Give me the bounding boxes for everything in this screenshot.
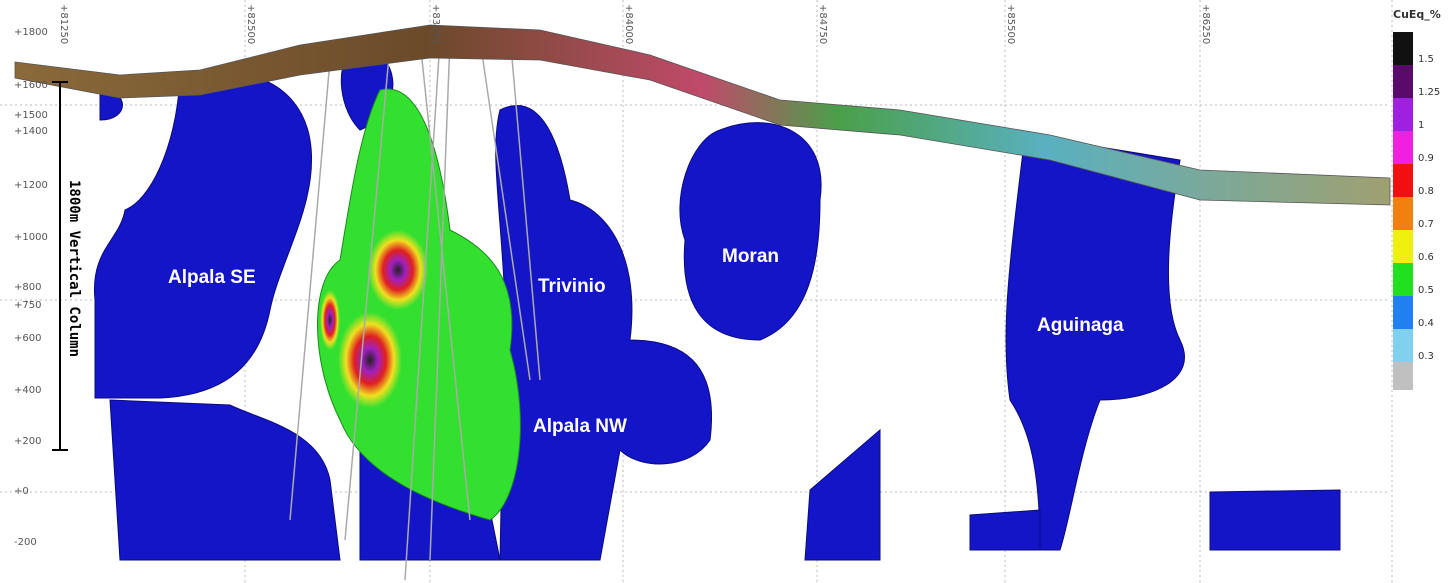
legend-swatch — [1393, 131, 1413, 164]
legend: 1.5 1.25 1 0.9 0.8 0.7 0.6 0.5 0.4 0.3 — [1393, 32, 1440, 390]
elevation-label: +1600 — [14, 80, 48, 91]
legend-title: CuEq_% — [1393, 8, 1441, 21]
grade-shells — [93, 48, 1341, 561]
target-label: Aguinaga — [1037, 315, 1124, 336]
legend-swatch — [1393, 230, 1413, 263]
easting-label: +85500 — [1005, 4, 1016, 44]
legend-swatch — [1393, 164, 1413, 197]
legend-label: 0.7 — [1418, 219, 1434, 230]
elevation-label: +800 — [14, 282, 41, 293]
core — [368, 230, 428, 310]
topography — [14, 24, 1391, 206]
elevation-label: +200 — [14, 436, 41, 447]
target-labels: Alpala SE Trivinio Moran Alpala NW Aguinaga — [168, 246, 1124, 437]
core — [338, 312, 402, 408]
legend-label: 1.5 — [1418, 54, 1434, 65]
elevation-label: +600 — [14, 333, 41, 344]
elevation-label: -200 — [14, 537, 37, 548]
legend-label: 0.9 — [1418, 153, 1434, 164]
legend-swatch — [1393, 296, 1413, 329]
legend-label: 0.5 — [1418, 285, 1434, 296]
legend-swatch — [1393, 197, 1413, 230]
target-label: Alpala NW — [533, 416, 627, 437]
high-grade-zone — [317, 88, 521, 521]
legend-label: 1 — [1418, 120, 1424, 131]
legend-swatch — [1393, 65, 1413, 98]
elevation-label: +1500 — [14, 110, 48, 121]
legend-label: 0.6 — [1418, 252, 1434, 263]
elevation-label: +1800 — [14, 27, 48, 38]
easting-label: +84750 — [817, 4, 828, 44]
legend-label: 0.3 — [1418, 351, 1434, 362]
legend-swatch — [1393, 362, 1413, 390]
core — [320, 290, 340, 350]
legend-swatch — [1393, 98, 1413, 131]
legend-swatch — [1393, 263, 1413, 296]
elevation-label: +1200 — [14, 180, 48, 191]
elevation-label: +1400 — [14, 126, 48, 137]
easting-label: +81250 — [58, 4, 69, 44]
legend-label: 1.25 — [1418, 87, 1440, 98]
target-label: Alpala SE — [168, 267, 256, 288]
axis-labels: +1800 +1600 +1500 +1400 +1200 +1000 +800 +750 +6… — [14, 4, 1211, 548]
elevation-label: +0 — [14, 486, 29, 497]
legend-swatch — [1393, 32, 1413, 65]
legend-label: 0.4 — [1418, 318, 1434, 329]
scale-bar-label: 1800m Vertical Column — [66, 180, 82, 357]
easting-label: +84000 — [623, 4, 634, 44]
target-label: Trivinio — [538, 276, 606, 297]
elevation-label: +400 — [14, 385, 41, 396]
easting-label: +83250 — [430, 4, 441, 44]
legend-label: 0.8 — [1418, 186, 1434, 197]
easting-label: +86250 — [1200, 4, 1211, 44]
easting-label: +82500 — [245, 4, 256, 44]
legend-swatch — [1393, 329, 1413, 362]
elevation-label: +1000 — [14, 232, 48, 243]
drill-holes — [289, 34, 541, 581]
elevation-label: +750 — [14, 300, 41, 311]
target-label: Moran — [722, 246, 779, 267]
